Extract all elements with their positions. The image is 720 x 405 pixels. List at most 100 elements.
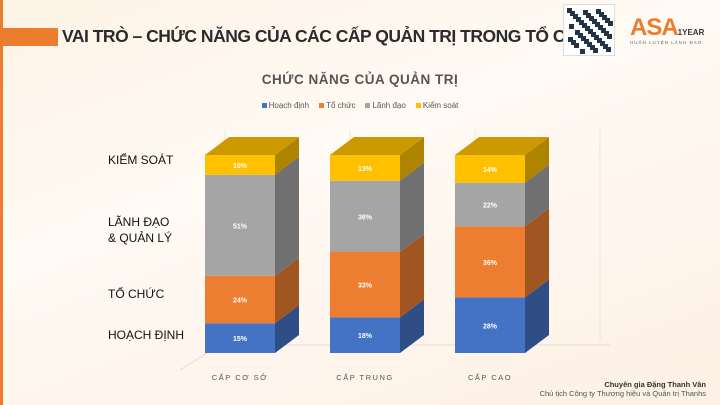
bar-side (400, 234, 424, 318)
qr-cell (596, 9, 601, 14)
bar-segment (205, 323, 275, 353)
footer-role: Chủ tịch Công ty Thương hiệu và Quản trị… (539, 389, 706, 398)
data-label: 15% (233, 336, 248, 343)
qr-cell (575, 30, 580, 35)
bar-side (400, 162, 424, 253)
qr-cell (607, 34, 612, 39)
legend-item: Hoạch định (261, 101, 310, 110)
category-label: CẤP TRUNG (336, 372, 393, 382)
logo-text: ASA (630, 14, 679, 41)
qr-cell (576, 17, 581, 22)
bar-segment (330, 180, 400, 253)
accent-tab (0, 28, 58, 46)
footer: Chuyên gia Đặng Thanh Vân Chủ tịch Công … (540, 380, 706, 398)
bar-side (525, 208, 549, 298)
data-label: 22% (483, 203, 498, 210)
qr-cell (598, 25, 603, 30)
label-hoach-dinh: HOẠCH ĐỊNH (108, 328, 185, 342)
qr-cell (584, 39, 589, 44)
qr-cell (604, 31, 609, 36)
qr-cell (594, 35, 599, 40)
data-label: 14% (483, 167, 498, 174)
qr-cell (574, 43, 579, 48)
qr-cell (605, 18, 610, 23)
qr-cell (595, 22, 600, 27)
qr-cell (599, 12, 604, 17)
bar-segment (330, 252, 400, 318)
qr-cell (573, 14, 578, 19)
qr-cell (581, 36, 586, 41)
accent-edge (0, 0, 3, 405)
legend: Hoạch định Tổ chức Lãnh đạo Kiểm soát (0, 101, 720, 110)
qr-cell (593, 48, 598, 53)
bar-side (525, 164, 549, 227)
bar-segment (455, 226, 525, 298)
bar-side (400, 299, 424, 353)
qr-cell (568, 37, 573, 42)
qr-cell (588, 29, 593, 34)
chart-title: CHỨC NĂNG CỦA QUẢN TRỊ (261, 72, 459, 87)
qr-cell (601, 28, 606, 33)
data-label: 10% (233, 163, 248, 170)
legend-swatch (261, 103, 267, 108)
qr-cell (592, 19, 597, 24)
label-to-chuc: TỔ CHỨC (108, 287, 165, 301)
legend-label: Tổ chức (326, 101, 356, 110)
qr-code (563, 4, 615, 56)
qr-cell (603, 44, 608, 49)
data-label: 36% (358, 214, 373, 221)
qr-cell (579, 20, 584, 25)
bar-side (400, 137, 424, 181)
legend-label: Lãnh đạo (372, 101, 406, 110)
legend-item: Kiểm soát (415, 101, 459, 110)
data-label: 36% (483, 260, 498, 267)
bar-top (205, 137, 299, 155)
slide-title: VAI TRÒ – CHỨC NĂNG CỦA CÁC CẤP QUẢN TRỊ… (62, 26, 604, 46)
bar-side (275, 137, 299, 175)
qr-cell (589, 16, 594, 21)
qr-cell (583, 10, 588, 15)
qr-cell (587, 42, 592, 47)
qr-cell (591, 32, 596, 37)
bar-side (275, 305, 299, 353)
data-label: 24% (233, 298, 248, 305)
qr-cell (606, 47, 611, 52)
bar-side (275, 156, 299, 276)
bar-side (525, 137, 549, 183)
qr-cell (582, 23, 587, 28)
qr-cell (569, 24, 574, 29)
bar-segment (205, 155, 275, 175)
qr-cell (602, 15, 607, 20)
data-label: 13% (358, 166, 373, 173)
bar-segment (455, 182, 525, 227)
logo-tagline: HUẤN LUYỆN LÃNH ĐẠO (630, 40, 703, 45)
qr-cell (600, 41, 605, 46)
qr-cell (590, 45, 595, 50)
legend-swatch (365, 103, 371, 108)
bar-top (455, 137, 549, 155)
bar-segment (330, 317, 400, 353)
label-kiem-soat: KIỂM SOÁT (108, 153, 174, 167)
label-lanh-dao: LÃNH ĐẠO & QUẢN LÝ (108, 215, 173, 245)
bar-segment (205, 174, 275, 276)
bar-segment (205, 275, 275, 324)
legend-item: Tổ chức (319, 101, 355, 110)
qr-cell (608, 21, 613, 26)
qr-cell (586, 13, 591, 18)
legend-label: Kiểm soát (422, 101, 459, 110)
bar-segment (455, 155, 525, 183)
category-label: CẤP CAO (468, 372, 512, 382)
legend-swatch (415, 103, 421, 108)
qr-cell (567, 8, 572, 13)
category-label: CẤP CƠ SỞ (212, 372, 268, 382)
asa-logo: ASA1YEAR HUẤN LUYỆN LÃNH ĐẠO (630, 14, 704, 45)
legend-label: Hoạch định (268, 101, 310, 110)
legend-swatch (319, 103, 325, 108)
data-label: 28% (483, 323, 498, 330)
bar-segment (455, 297, 525, 353)
qr-cell (585, 26, 590, 31)
legend-item: Lãnh đạo (365, 101, 406, 110)
bar-side (525, 279, 549, 353)
